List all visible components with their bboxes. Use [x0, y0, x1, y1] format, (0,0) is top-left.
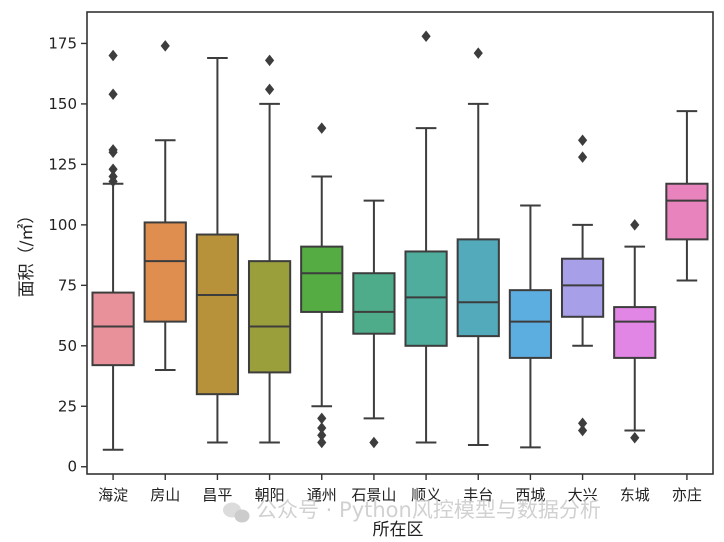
outlier-point — [160, 40, 170, 52]
box-12 — [665, 110, 709, 282]
box-8 — [456, 47, 500, 446]
box-iqr — [247, 260, 292, 374]
outlier-point — [317, 412, 327, 425]
y-tick-label: 150 — [48, 95, 77, 113]
box-11 — [613, 219, 657, 444]
plot-area — [91, 30, 709, 451]
x-axis-label: 所在区 — [373, 520, 424, 540]
y-tick-label: 100 — [48, 216, 77, 234]
box-10 — [560, 134, 605, 437]
box-4 — [247, 54, 292, 444]
outlier-point — [317, 429, 327, 442]
outlier-point — [577, 151, 588, 163]
box-7 — [404, 30, 448, 444]
box-iqr — [195, 233, 240, 396]
outlier-point — [108, 170, 118, 183]
outlier-point — [108, 144, 118, 156]
y-tick-label: 0 — [67, 458, 77, 476]
box-iqr — [300, 245, 344, 313]
box-iqr — [143, 221, 187, 323]
y-axis: 0 25 50 75 100 125 150 175 — [48, 34, 87, 476]
box-iqr — [508, 289, 553, 359]
x-tick-label: 海淀 — [98, 486, 128, 504]
x-tick-label: 东城 — [620, 486, 650, 504]
outlier-point — [108, 88, 118, 100]
outlier-point — [108, 163, 118, 175]
x-tick-label: 房山 — [150, 486, 180, 504]
outlier-point — [630, 431, 640, 444]
y-tick-label: 75 — [58, 276, 77, 294]
x-tick-label: 亦庄 — [672, 486, 702, 504]
y-tick-label: 175 — [48, 34, 77, 52]
x-tick-label: 石景山 — [351, 486, 396, 504]
box-iqr — [352, 272, 396, 335]
wechat-icon — [223, 502, 250, 523]
outlier-point — [421, 30, 431, 42]
box-iqr — [456, 238, 500, 338]
outlier-point — [108, 49, 118, 62]
outlier-point — [317, 436, 327, 449]
outlier-point — [317, 122, 327, 134]
box-iqr — [404, 250, 448, 347]
outlier-point — [577, 134, 588, 146]
box-1 — [91, 49, 135, 451]
x-tick-label: 丰台 — [463, 486, 493, 504]
x-tick-label: 顺义 — [411, 486, 441, 504]
x-tick-label: 通州 — [307, 486, 337, 504]
watermark-text: 公众号 · Python风控模型与数据分析 — [256, 498, 601, 522]
x-tick-label: 西城 — [515, 486, 545, 504]
outlier-point — [630, 219, 640, 231]
y-tick-label: 50 — [58, 337, 77, 355]
outlier-point — [577, 417, 588, 429]
plot-frame — [86, 11, 714, 475]
box-iqr — [91, 291, 135, 367]
box-9 — [508, 204, 553, 449]
box-iqr — [665, 182, 709, 241]
outlier-point — [577, 424, 588, 437]
y-tick-label: 25 — [58, 397, 77, 415]
outlier-point — [473, 47, 483, 59]
outlier-point — [264, 83, 275, 96]
box-2 — [143, 40, 187, 371]
x-tick-label: 朝阳 — [255, 486, 285, 504]
outlier-point — [317, 422, 327, 434]
box-5 — [300, 122, 344, 449]
x-tick-label: 昌平 — [202, 486, 232, 504]
outlier-point — [264, 54, 275, 67]
box-iqr — [560, 257, 605, 318]
y-tick-label: 125 — [48, 155, 77, 173]
y-axis-label: 面积（/㎡） — [17, 207, 37, 298]
box-iqr — [613, 306, 657, 359]
box-3 — [195, 56, 240, 444]
x-axis: 海淀 房山 昌平 朝阳 通州 石景山 顺义 丰台 西城 大兴 东城 亦庄 — [98, 474, 702, 504]
outlier-point — [369, 436, 379, 449]
x-tick-label: 大兴 — [568, 486, 598, 504]
watermark: 公众号 · Python风控模型与数据分析 — [223, 498, 601, 523]
box-6 — [352, 199, 396, 449]
